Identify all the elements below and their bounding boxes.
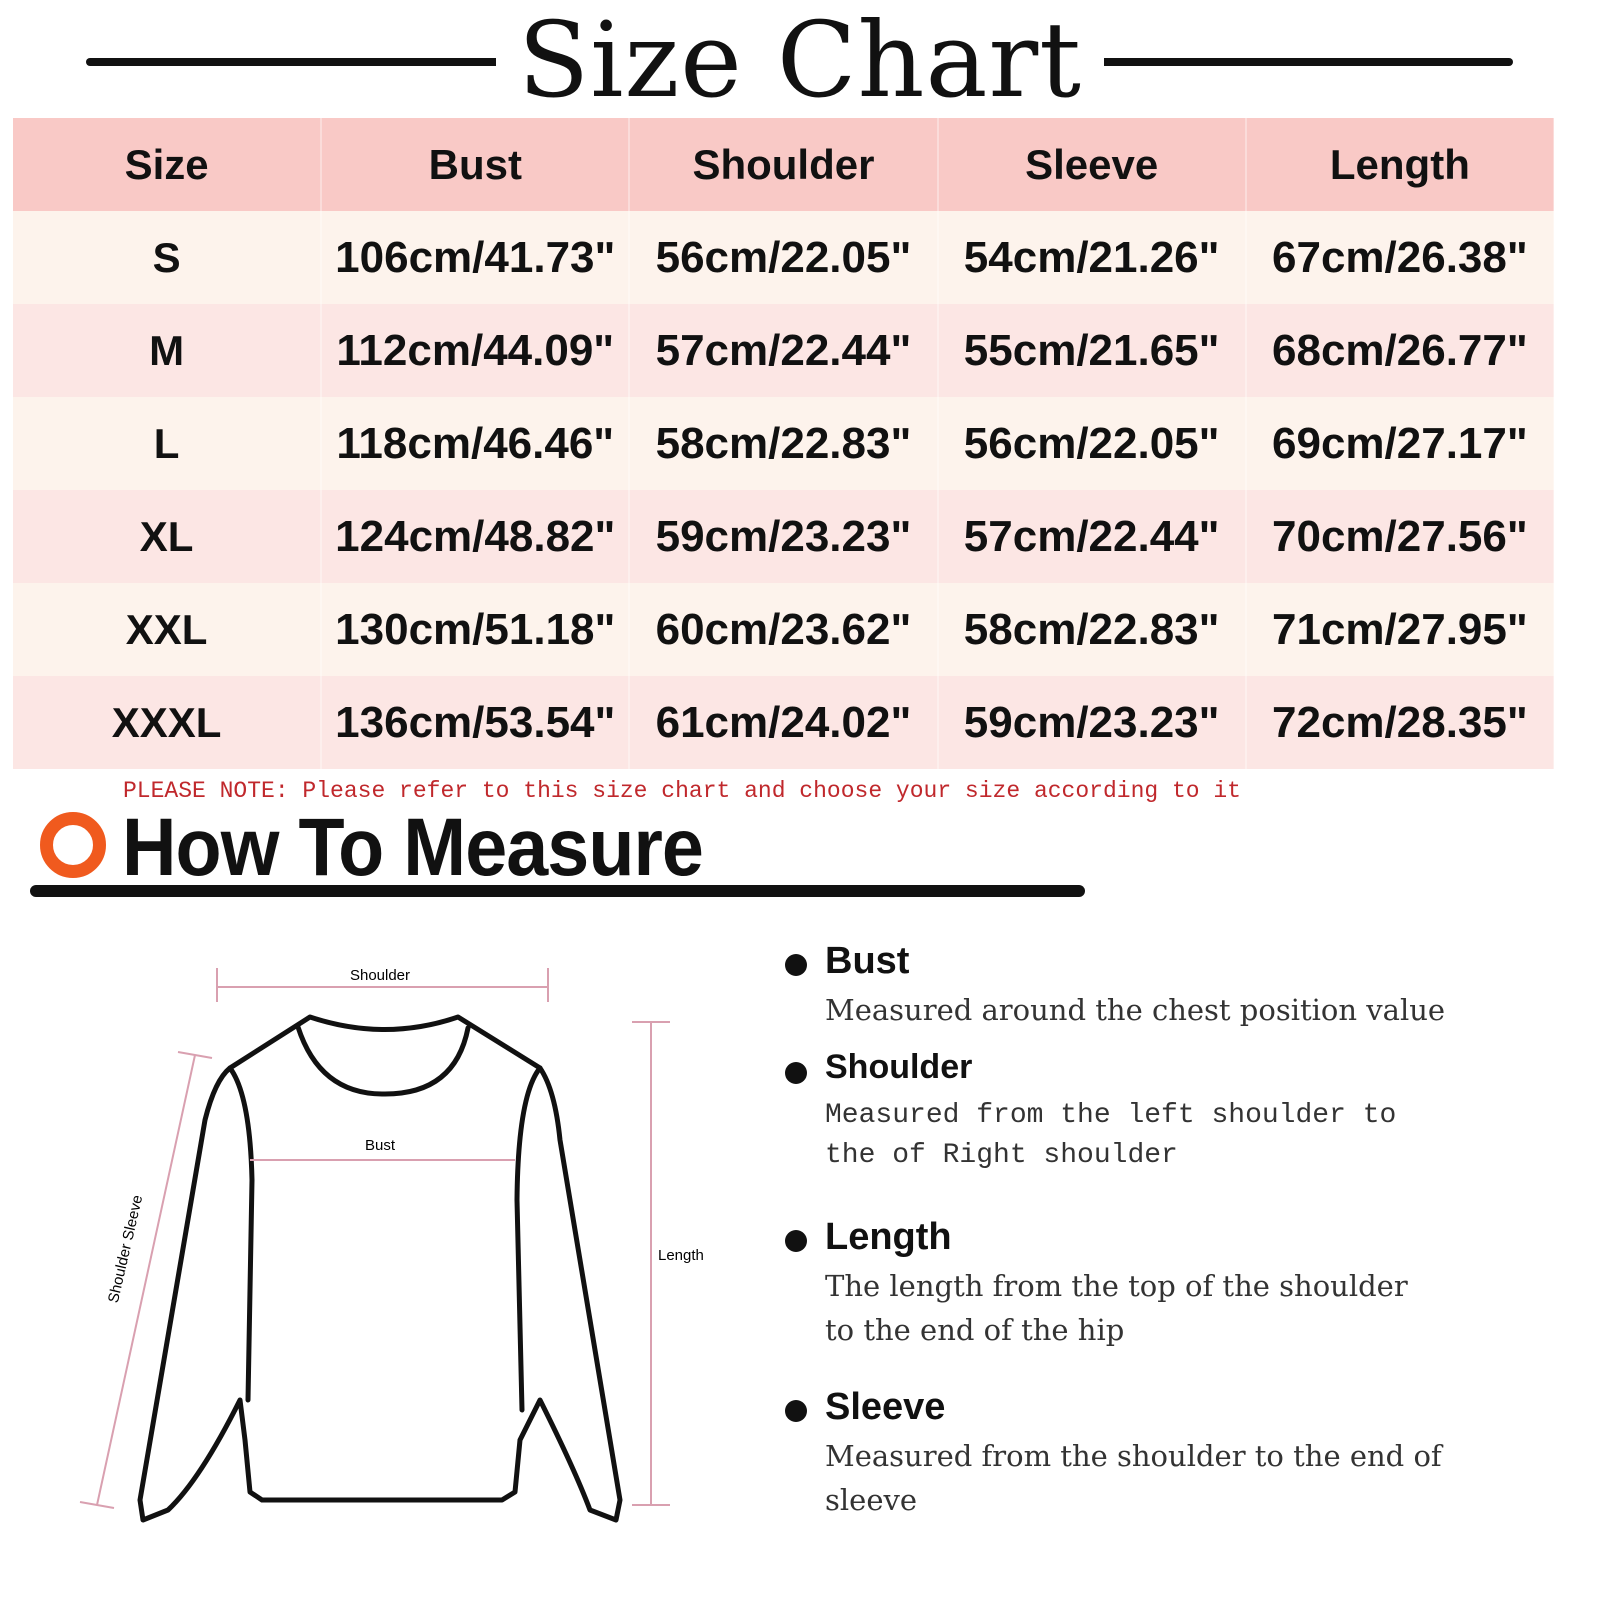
cell-shoulder: 56cm/22.05": [629, 211, 939, 304]
cell-size: XL: [13, 490, 323, 583]
item-description: The length from the top of the shoulder …: [825, 1269, 1408, 1347]
cell-bust: 112cm/44.09": [321, 304, 631, 397]
cell-shoulder: 57cm/22.44": [629, 304, 939, 397]
bullet-icon: [785, 1062, 807, 1084]
title-line-right: [1098, 58, 1513, 66]
page-title: Size Chart: [0, 0, 1600, 121]
sweater-outline: [137, 1014, 623, 1523]
how-to-measure-title: How To Measure: [122, 802, 704, 893]
item-description: Measured from the shoulder to the end of…: [825, 1439, 1442, 1517]
cell-shoulder: 58cm/22.83": [629, 397, 939, 490]
cell-sleeve: 54cm/21.26": [937, 211, 1247, 304]
cell-size: L: [13, 397, 323, 490]
cell-bust: 118cm/46.46": [321, 397, 631, 490]
diagram-label-length: Length: [658, 1247, 704, 1264]
measure-lines: [79, 968, 670, 1509]
table-row: L 118cm/46.46" 58cm/22.83" 56cm/22.05" 69cm/…: [13, 397, 1556, 490]
diagram-label-bust: Bust: [365, 1137, 396, 1154]
cell-size: XXL: [13, 583, 323, 676]
table-row: S 106cm/41.73" 56cm/22.05" 54cm/21.26" 67cm/…: [13, 211, 1556, 304]
header-sleeve: Sleeve: [937, 118, 1247, 211]
cell-sleeve: 56cm/22.05": [937, 397, 1247, 490]
cell-length: 71cm/27.95": [1245, 583, 1556, 676]
item-heading: Shoulder: [825, 1048, 973, 1086]
diagram-label-sleeve: Shoulder Sleeve: [105, 1193, 146, 1304]
cell-shoulder: 59cm/23.23": [629, 490, 939, 583]
cell-size: M: [13, 304, 323, 397]
header-shoulder: Shoulder: [629, 118, 939, 211]
cell-sleeve: 57cm/22.44": [937, 490, 1247, 583]
table-row: M 112cm/44.09" 57cm/22.44" 55cm/21.65" 68cm/…: [13, 304, 1556, 397]
please-note: PLEASE NOTE: Please refer to this size c…: [123, 778, 1241, 804]
cell-sleeve: 58cm/22.83": [937, 583, 1247, 676]
cell-length: 70cm/27.56": [1245, 490, 1556, 583]
cell-bust: 136cm/53.54": [321, 676, 631, 769]
item-description: Measured from the left shoulder to the o…: [825, 1100, 1397, 1171]
item-heading: Bust: [825, 940, 910, 982]
cell-bust: 124cm/48.82": [321, 490, 631, 583]
item-heading: Length: [825, 1216, 952, 1258]
cell-size: S: [13, 211, 323, 304]
section-divider: [30, 885, 1085, 897]
cell-bust: 106cm/41.73": [321, 211, 631, 304]
cell-length: 67cm/26.38": [1245, 211, 1556, 304]
table-row: XL 124cm/48.82" 59cm/23.23" 57cm/22.44" 70cm…: [13, 490, 1556, 583]
size-table: Size Bust Shoulder Sleeve Length S 106cm/…: [13, 118, 1556, 769]
item-heading: Sleeve: [825, 1386, 946, 1428]
cell-sleeve: 55cm/21.65": [937, 304, 1247, 397]
item-description: Measured around the chest position value: [825, 993, 1446, 1027]
cell-shoulder: 60cm/23.62": [629, 583, 939, 676]
cell-shoulder: 61cm/24.02": [629, 676, 939, 769]
cell-bust: 130cm/51.18": [321, 583, 631, 676]
header-size: Size: [13, 118, 323, 211]
header-bust: Bust: [321, 118, 631, 211]
diagram-label-shoulder: Shoulder: [350, 967, 410, 984]
cell-size: XXXL: [13, 676, 323, 769]
title-line-left: [86, 58, 511, 66]
table-header: Size Bust Shoulder Sleeve Length: [13, 118, 1556, 211]
bullet-icon: [785, 1400, 807, 1422]
title-bar: Size Chart: [0, 0, 1600, 121]
cell-length: 69cm/27.17": [1245, 397, 1556, 490]
cell-length: 72cm/28.35": [1245, 676, 1556, 769]
bullet-icon: [785, 954, 807, 976]
cell-length: 68cm/26.77": [1245, 304, 1556, 397]
table-row: XXXL 136cm/53.54" 61cm/24.02" 59cm/23.23" 72…: [13, 676, 1556, 769]
cell-sleeve: 59cm/23.23": [937, 676, 1247, 769]
bullet-icon: [785, 1230, 807, 1252]
table-row: XXL 130cm/51.18" 60cm/23.62" 58cm/22.83" 71c…: [13, 583, 1556, 676]
header-length: Length: [1245, 118, 1556, 211]
